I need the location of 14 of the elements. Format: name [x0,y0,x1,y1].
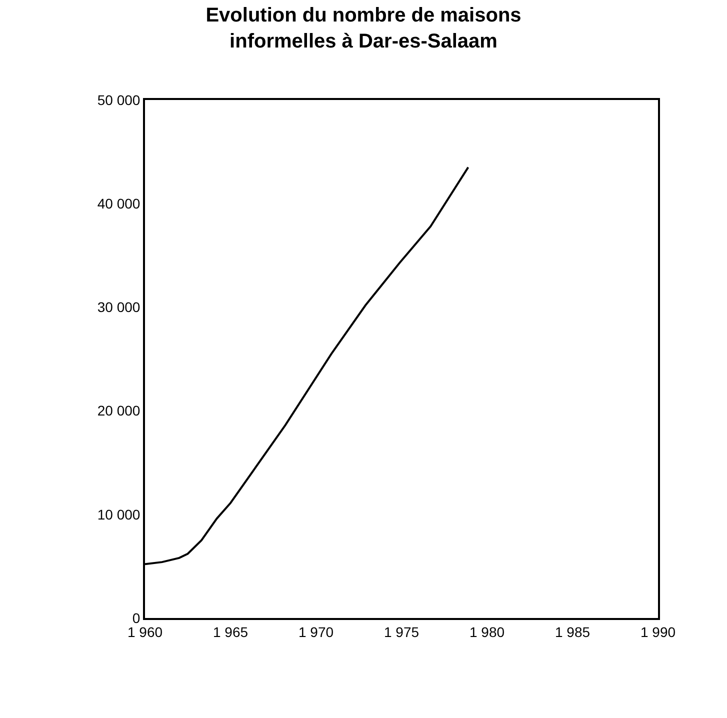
y-tick-label: 50 000 [97,92,140,108]
y-tick-label: 40 000 [97,196,140,212]
y-tick-label: 0 [132,610,140,626]
x-tick-label: 1 975 [384,624,420,640]
x-tick-label: 1 985 [554,624,590,640]
x-tick-label: 1 980 [469,624,505,640]
x-tick-label: 1 960 [127,624,163,640]
x-tick-label: 1 970 [298,624,334,640]
y-tick-label: 30 000 [97,299,140,316]
y-tick-label: 10 000 [97,506,140,522]
y-tick-label: 20 000 [97,402,140,419]
x-tick-label: 1 965 [212,624,248,640]
x-tick-label: 1 990 [640,624,676,640]
chart-title: Evolution du nombre de maisons informelles à Dar-es-Salaam [206,4,522,53]
